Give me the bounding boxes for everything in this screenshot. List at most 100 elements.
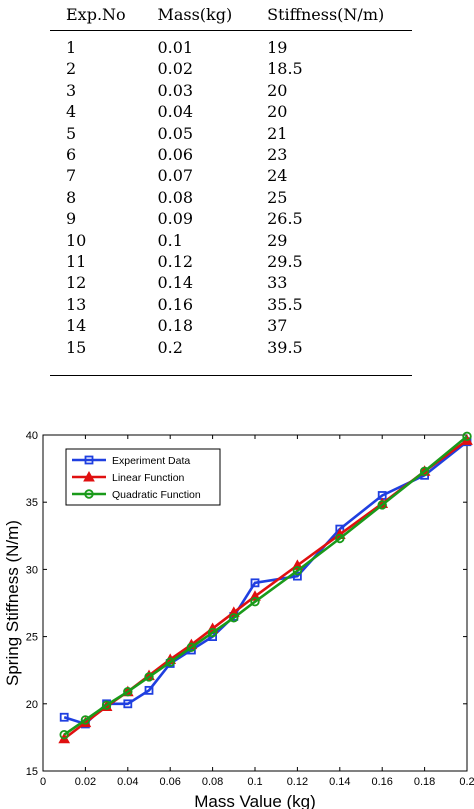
- table-row: 7 0.07 24: [50, 165, 412, 186]
- y-tick-label: 40: [26, 430, 38, 442]
- data-point-circle: [144, 672, 154, 682]
- x-tick-label: 0.02: [75, 776, 96, 788]
- legend-marker-circle: [84, 489, 94, 499]
- y-tick-label: 20: [26, 699, 38, 711]
- cell-stiffness: 24: [267, 166, 288, 186]
- data-point-circle: [419, 466, 430, 476]
- cell-stiffness: 25: [267, 187, 288, 207]
- x-axis-label: Mass Value (kg): [194, 792, 316, 809]
- cell-exp-no: 12: [66, 273, 87, 293]
- cell-stiffness: 39.5: [267, 337, 303, 357]
- table-row: 13 0.16 35.5: [50, 294, 412, 315]
- data-point-square: [144, 685, 154, 695]
- cell-exp-no: 6: [66, 145, 77, 165]
- data-point-circle: [186, 642, 197, 653]
- table-row: 9 0.09 26.5: [50, 208, 412, 229]
- series-line: [63, 435, 468, 736]
- x-tick-label: 0.14: [329, 776, 350, 788]
- cell-stiffness: 18.5: [267, 59, 303, 79]
- cell-stiffness: 35.5: [267, 294, 303, 314]
- y-tick-label: 15: [26, 766, 38, 778]
- y-axis-label: Spring Stiffness (N/m): [3, 520, 22, 686]
- x-tick-label: 0.18: [414, 776, 435, 788]
- cell-stiffness: 21: [267, 123, 288, 143]
- cell-mass: 0.01: [157, 38, 194, 57]
- cell-exp-no: 2: [66, 59, 77, 79]
- cell-mass: 0.05: [157, 123, 194, 143]
- table-row: 10 0.1 29: [50, 230, 412, 251]
- cell-exp-no: 15: [66, 337, 87, 357]
- table-row: 3 0.03 20: [50, 80, 412, 101]
- cell-stiffness: 20: [267, 80, 288, 100]
- data-point-circle: [229, 613, 239, 623]
- data-point-circle: [335, 533, 345, 544]
- data-point-circle: [292, 566, 303, 576]
- cell-mass: 0.06: [157, 145, 194, 165]
- cell-mass: 0.09: [157, 209, 194, 229]
- cell-exp-no: 3: [66, 80, 77, 100]
- cell-exp-no: 8: [66, 187, 77, 207]
- cell-mass: 0.18: [157, 316, 194, 336]
- legend-label: Experiment Data: [112, 455, 190, 467]
- cell-stiffness: 29: [267, 230, 288, 250]
- header-mass: Mass(kg): [157, 5, 233, 24]
- x-tick-label: 0.2: [459, 776, 474, 788]
- cell-mass: 0.14: [157, 273, 194, 293]
- data-point-square: [292, 571, 302, 581]
- y-tick-label: 30: [26, 564, 38, 576]
- header-stiffness: Stiffness(N/m): [267, 5, 385, 24]
- y-tick-label: 25: [26, 632, 38, 644]
- cell-exp-no: 1: [66, 38, 77, 57]
- table-row: 5 0.05 21: [50, 123, 412, 144]
- cell-exp-no: 9: [66, 209, 77, 229]
- cell-exp-no: 13: [66, 294, 87, 314]
- data-table-container: Exp.No Mass(kg) Stiffness(N/m) 1 0.01 19 2 0…: [50, 0, 412, 358]
- y-tick-label: 35: [26, 497, 38, 509]
- legend-marker-square: [84, 455, 94, 465]
- cell-exp-no: 4: [66, 102, 77, 122]
- data-point-circle: [377, 500, 387, 510]
- x-tick-label: 0.04: [117, 776, 138, 788]
- cell-stiffness: 20: [267, 102, 288, 122]
- cell-exp-no: 5: [66, 123, 77, 143]
- cell-stiffness: 33: [267, 273, 288, 293]
- x-tick-label: 0.08: [202, 776, 223, 788]
- table-header-row: Exp.No Mass(kg) Stiffness(N/m): [50, 0, 412, 31]
- cell-stiffness: 29.5: [267, 252, 303, 272]
- cell-exp-no: 7: [66, 166, 77, 186]
- cell-exp-no: 10: [66, 230, 87, 250]
- data-point-circle: [207, 627, 218, 638]
- data-point-circle: [123, 687, 133, 697]
- x-axis-ticks: 0 0.02 0.04 0.06 0.08 0.1 0.12 0.14 0.16 0.18 0.2: [40, 435, 474, 788]
- table-bottom-rule: [50, 375, 412, 376]
- legend-marker-triangle: [83, 470, 95, 482]
- table-row: 1 0.01 19: [50, 31, 412, 59]
- data-point-circle: [462, 431, 472, 442]
- data-point-square: [59, 712, 69, 722]
- cell-stiffness: 23: [267, 145, 288, 165]
- x-tick-label: 0.16: [371, 776, 392, 788]
- table-body: 1 0.01 19 2 0.02 18.5 3 0.03 20 4 0.04 20 5 0.05 21 6 0.…: [50, 31, 412, 359]
- data-point-circle: [80, 715, 91, 725]
- cell-stiffness: 37: [267, 316, 288, 336]
- cell-mass: 0.08: [157, 187, 194, 207]
- data-point-square: [123, 699, 133, 709]
- legend-label: Linear Function: [112, 472, 185, 484]
- cell-mass: 0.1: [157, 230, 183, 250]
- table-row: 11 0.12 29.5: [50, 251, 412, 272]
- table-row: 12 0.14 33: [50, 272, 412, 293]
- cell-mass: 0.04: [157, 102, 194, 122]
- cell-exp-no: 14: [66, 316, 87, 336]
- legend-label: Quadratic Function: [112, 489, 201, 501]
- x-tick-label: 0.1: [247, 776, 262, 788]
- data-point-circle: [165, 657, 175, 667]
- cell-mass: 0.2: [157, 337, 183, 357]
- cell-mass: 0.16: [157, 294, 194, 314]
- x-tick-label: 0: [40, 776, 46, 788]
- table-row: 15 0.2 39.5: [50, 337, 412, 358]
- y-axis-ticks: 15 20 25 30 35 40: [26, 430, 467, 778]
- cell-mass: 0.12: [157, 252, 194, 272]
- cell-exp-no: 11: [66, 252, 87, 272]
- series-layer: [58, 431, 473, 744]
- series-circle: [59, 431, 472, 740]
